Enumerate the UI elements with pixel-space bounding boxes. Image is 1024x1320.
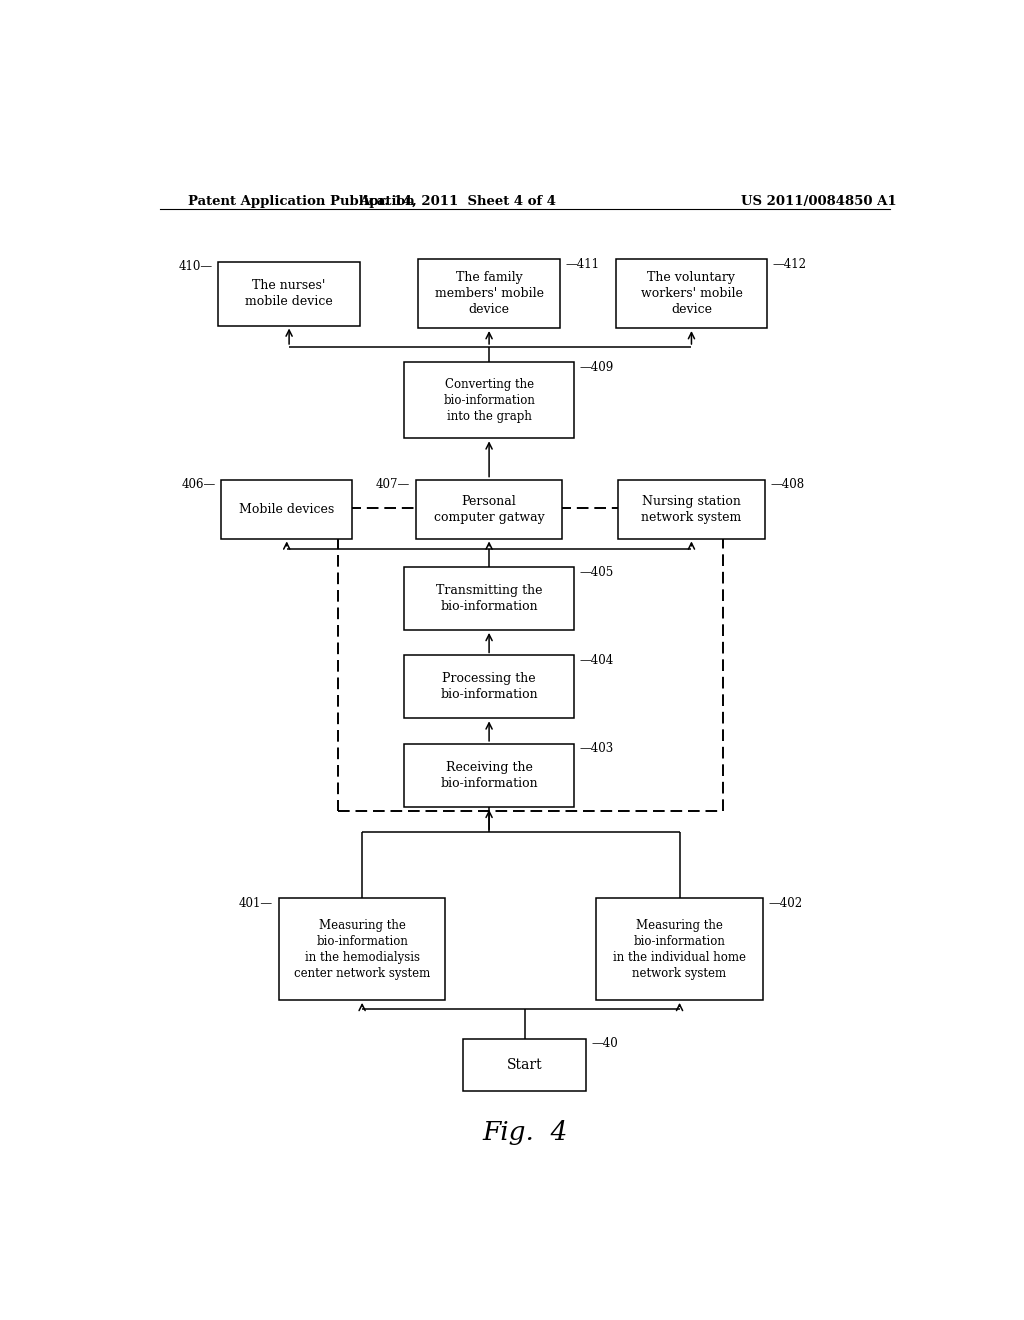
Text: —412: —412 bbox=[772, 257, 807, 271]
Text: The family
members' mobile
device: The family members' mobile device bbox=[434, 271, 544, 315]
Bar bbox=[419, 259, 560, 329]
Text: —404: —404 bbox=[580, 653, 614, 667]
Text: US 2011/0084850 A1: US 2011/0084850 A1 bbox=[740, 195, 896, 209]
Text: Processing the
bio-information: Processing the bio-information bbox=[440, 672, 538, 701]
Text: —409: —409 bbox=[580, 360, 614, 374]
Bar bbox=[618, 479, 765, 539]
Bar bbox=[218, 261, 359, 326]
Text: Personal
computer gatway: Personal computer gatway bbox=[434, 495, 545, 524]
Bar bbox=[403, 568, 574, 630]
Text: 407—: 407— bbox=[376, 478, 411, 491]
Text: Nursing station
network system: Nursing station network system bbox=[641, 495, 741, 524]
Text: 401—: 401— bbox=[239, 896, 273, 909]
Bar bbox=[221, 479, 352, 539]
Bar bbox=[338, 508, 723, 810]
Bar bbox=[616, 259, 767, 329]
Text: Apr. 14, 2011  Sheet 4 of 4: Apr. 14, 2011 Sheet 4 of 4 bbox=[358, 195, 556, 209]
Text: Measuring the
bio-information
in the hemodialysis
center network system: Measuring the bio-information in the hem… bbox=[294, 919, 430, 979]
Bar bbox=[403, 656, 574, 718]
Text: Converting the
bio-information
into the graph: Converting the bio-information into the … bbox=[443, 378, 535, 422]
Bar bbox=[403, 744, 574, 807]
Text: 410—: 410— bbox=[179, 260, 213, 273]
Text: —403: —403 bbox=[580, 742, 614, 755]
Text: —408: —408 bbox=[770, 478, 805, 491]
Bar bbox=[463, 1039, 587, 1092]
Text: Start: Start bbox=[507, 1059, 543, 1072]
Text: —402: —402 bbox=[768, 896, 803, 909]
Text: 406—: 406— bbox=[181, 478, 216, 491]
Text: —411: —411 bbox=[565, 257, 599, 271]
Text: Mobile devices: Mobile devices bbox=[239, 503, 335, 516]
Bar bbox=[403, 362, 574, 438]
Text: Transmitting the
bio-information: Transmitting the bio-information bbox=[436, 583, 543, 612]
Text: Fig.  4: Fig. 4 bbox=[482, 1119, 567, 1144]
Text: The voluntary
workers' mobile
device: The voluntary workers' mobile device bbox=[641, 271, 742, 315]
Bar bbox=[279, 899, 445, 1001]
Text: The nurses'
mobile device: The nurses' mobile device bbox=[245, 279, 333, 308]
Bar bbox=[596, 899, 763, 1001]
Bar bbox=[416, 479, 562, 539]
Text: Receiving the
bio-information: Receiving the bio-information bbox=[440, 760, 538, 789]
Text: —40: —40 bbox=[592, 1038, 618, 1051]
Text: Patent Application Publication: Patent Application Publication bbox=[187, 195, 415, 209]
Text: Measuring the
bio-information
in the individual home
network system: Measuring the bio-information in the ind… bbox=[613, 919, 746, 979]
Text: —405: —405 bbox=[580, 565, 614, 578]
